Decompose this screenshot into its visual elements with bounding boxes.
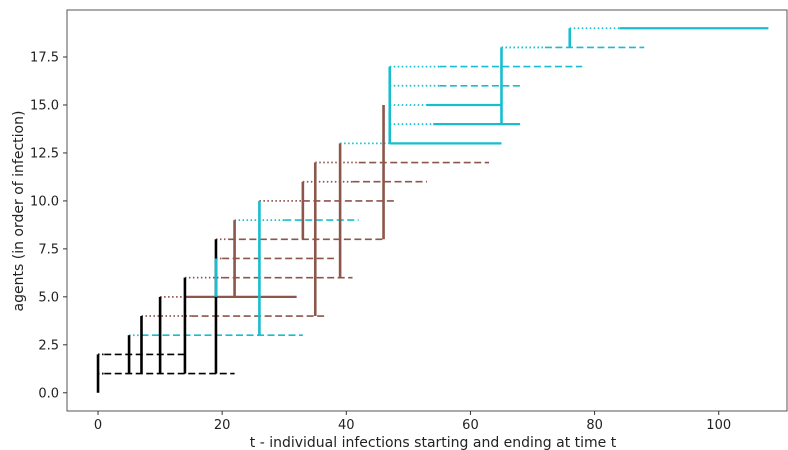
y-axis-label: agents (in order of infection)	[11, 111, 27, 312]
y-tick-label: 7.5	[38, 242, 59, 257]
x-tick-label: 100	[706, 418, 731, 433]
x-axis-label: t - individual infections starting and e…	[250, 435, 617, 450]
y-tick-label: 10.0	[30, 194, 59, 209]
y-tick-label: 2.5	[38, 338, 59, 353]
chart-marks	[96, 27, 769, 393]
y-tick-label: 0.0	[38, 386, 59, 401]
x-tick-label: 60	[462, 418, 479, 433]
plot-frame	[66, 9, 788, 412]
x-tick-label: 20	[214, 418, 231, 433]
y-tick-label: 17.5	[30, 51, 59, 66]
y-tick-label: 5.0	[38, 290, 59, 305]
x-tick-label: 80	[586, 418, 603, 433]
x-tick-label: 0	[94, 418, 102, 433]
y-tick-label: 12.5	[30, 146, 59, 161]
y-tick-label: 15.0	[30, 98, 59, 113]
chart-axes: 0 20 40 60 80 100 0.0 2.5 5.0 7.5 10.0 12.5 15.0 17.5	[30, 9, 788, 433]
x-tick-label: 40	[338, 418, 355, 433]
